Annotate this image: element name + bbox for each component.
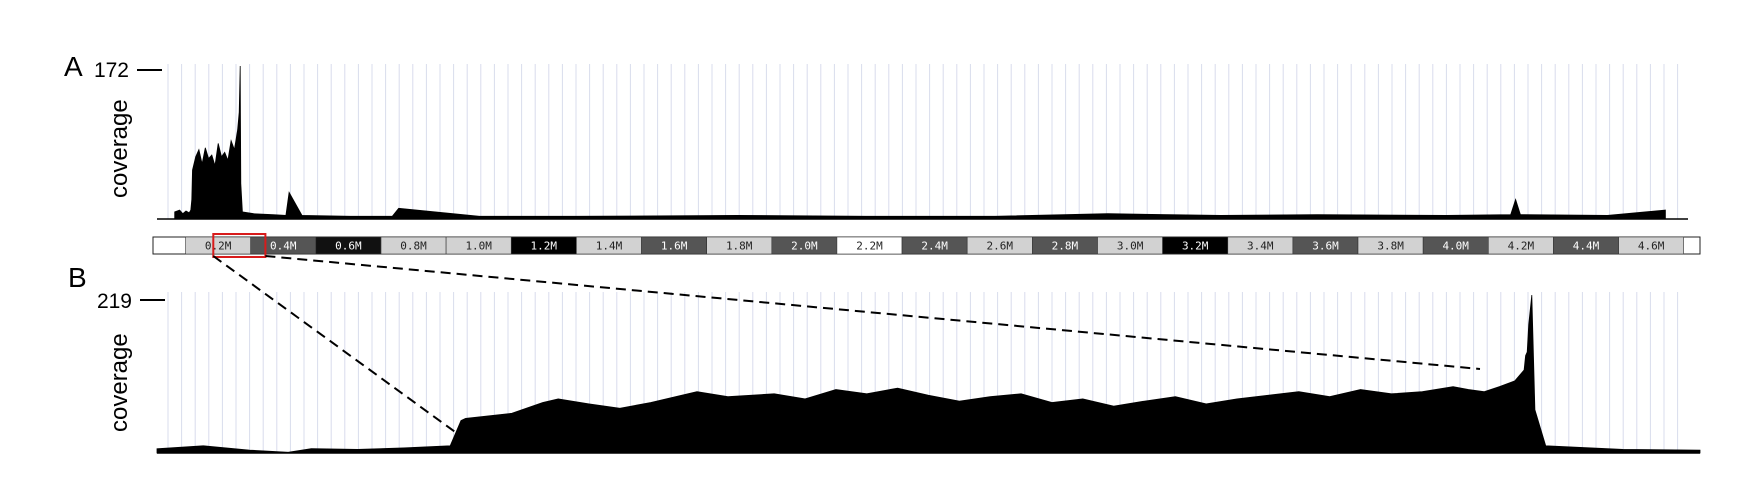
ruler-tick-label: 1.2M bbox=[531, 240, 558, 253]
ruler-tick-label: 3.6M bbox=[1312, 240, 1339, 253]
ruler-tick-label: 0.2M bbox=[205, 240, 232, 253]
ruler-tick-label: 0.8M bbox=[400, 240, 427, 253]
panel-b-ylabel: coverage bbox=[106, 333, 133, 432]
panel-a-ymax-label: 172 bbox=[94, 59, 129, 82]
panel-b-ymax-label: 219 bbox=[97, 290, 132, 313]
ruler-tick-label: 1.0M bbox=[465, 240, 492, 253]
ruler-tick-label: 2.0M bbox=[791, 240, 818, 253]
ruler-tick-label: 2.4M bbox=[921, 240, 948, 253]
ruler-tick-label: 1.4M bbox=[596, 240, 623, 253]
ruler-tick-label: 3.4M bbox=[1247, 240, 1274, 253]
panel-a-plot bbox=[157, 65, 1688, 220]
zoom-highlight-box bbox=[212, 233, 267, 258]
ruler-tick-label: 0.4M bbox=[270, 240, 297, 253]
ruler-tick-label: 0.6M bbox=[335, 240, 362, 253]
panel-a-ylabel: coverage bbox=[106, 99, 133, 198]
ruler-tick-label: 4.2M bbox=[1508, 240, 1535, 253]
ruler-tick-label: 2.8M bbox=[1052, 240, 1079, 253]
ruler-tick-label: 4.6M bbox=[1638, 240, 1665, 253]
panel-a-gridlines bbox=[167, 64, 1679, 219]
zoom-connector-left bbox=[212, 255, 463, 438]
ruler-tick-label: 3.2M bbox=[1182, 240, 1209, 253]
panel-b-letter: B bbox=[68, 262, 87, 293]
panel-a-letter: A bbox=[64, 51, 83, 82]
ruler-tick-label: 3.8M bbox=[1377, 240, 1404, 253]
zoom-connector-right bbox=[265, 255, 1481, 370]
ruler-segment bbox=[1618, 236, 1684, 255]
ruler-tick-label: 3.0M bbox=[1117, 240, 1144, 253]
ruler-tick-label: 2.6M bbox=[987, 240, 1014, 253]
ruler-tick-label: 1.6M bbox=[661, 240, 688, 253]
coverage-area-series bbox=[174, 65, 1666, 220]
genome-position-ruler: 0.2M 0.4M 0.6M 0.8M 1.0M 1.2M 1.4M 1.6M 1.8M 2.0M… bbox=[152, 233, 1701, 258]
ruler-tick-label: 4.0M bbox=[1442, 240, 1469, 253]
panel-b-plot bbox=[156, 294, 1701, 454]
zoom-connector-lines bbox=[212, 255, 1481, 438]
ruler-tick-label: 4.4M bbox=[1573, 240, 1600, 253]
ruler-tick-label: 1.8M bbox=[726, 240, 753, 253]
ruler-tick-label: 2.2M bbox=[856, 240, 883, 253]
coverage-area-series bbox=[156, 294, 1701, 454]
